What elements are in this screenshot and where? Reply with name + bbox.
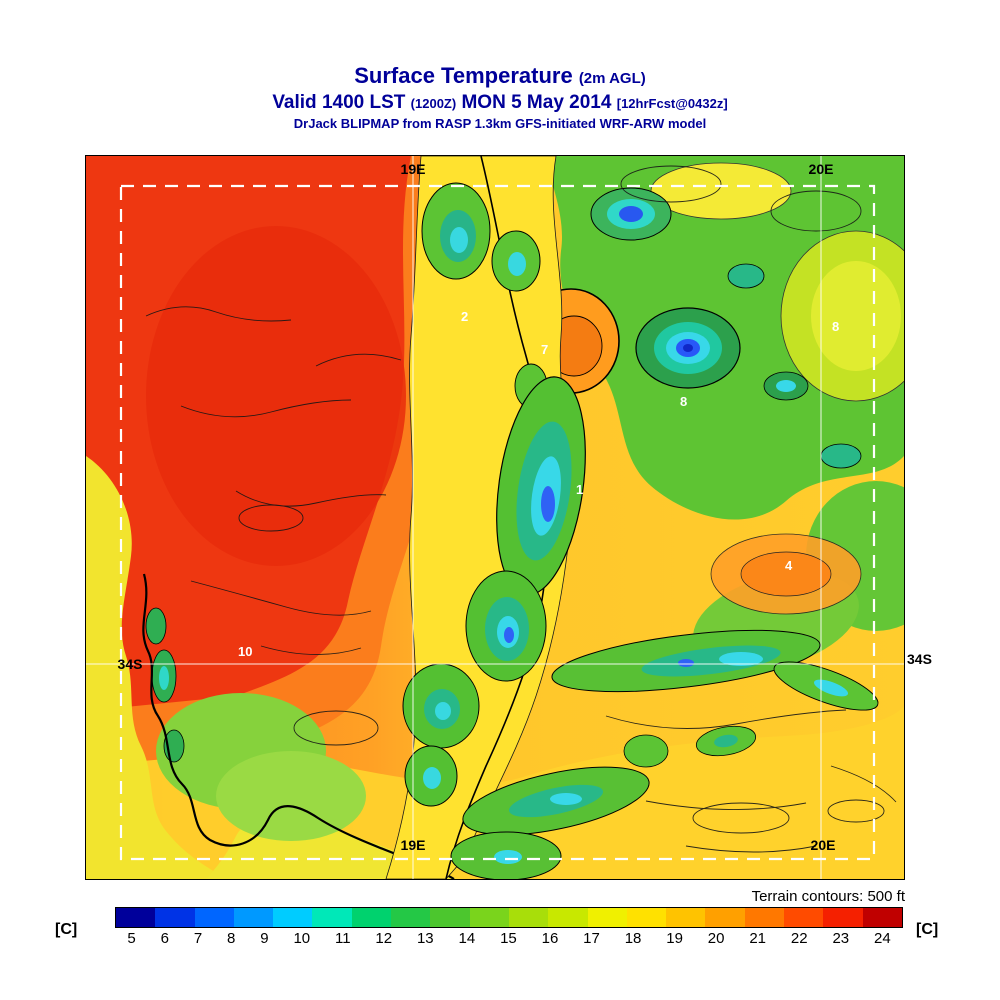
colorbar-segment — [430, 908, 470, 927]
region-number: 4 — [785, 558, 793, 573]
colorbar-tick-label: 16 — [541, 930, 559, 947]
colorbar-tick-label: 12 — [375, 930, 393, 947]
terrain-contours-note: Terrain contours: 500 ft — [751, 888, 905, 905]
colorbar-tick-label: 8 — [227, 930, 236, 947]
valid-prefix: Valid 1400 LST — [272, 92, 406, 113]
model-line: DrJack BLIPMAP from RASP 1.3km GFS-initi… — [293, 116, 707, 131]
colorbar-tick-label: 11 — [334, 930, 351, 947]
colorbar-tick-label: 24 — [873, 930, 891, 947]
colorbar-tick-label: 22 — [790, 930, 808, 947]
colorbar-segment — [116, 908, 156, 927]
region-number: 8 — [680, 394, 687, 409]
colorbar-tick-label: 5 — [127, 930, 136, 947]
valid-fcst: [12hrFcst@0432z] — [616, 96, 728, 111]
page-title: Surface Temperature (2m AGL) — [0, 64, 1000, 91]
hot-west-region — [86, 156, 446, 766]
colorbar-segment — [312, 908, 352, 927]
region-number: 10 — [238, 644, 252, 659]
colorbar-segment — [784, 908, 824, 927]
geo-labels: 19E 20E 19E 20E 34S — [118, 161, 836, 853]
colorbar-segment — [508, 908, 549, 927]
lat-label-left: 34S — [118, 656, 143, 672]
lon-label-top-right: 20E — [809, 161, 834, 177]
colorbar-tick-label: 20 — [707, 930, 725, 947]
colorbar-segment — [587, 908, 627, 927]
colorbar-segment — [469, 908, 509, 927]
colorbar-segment — [548, 908, 588, 927]
colorbar-segment — [705, 908, 745, 927]
temperature-colorbar — [115, 907, 903, 928]
terrain-contours — [145, 165, 897, 853]
valid-zulu: (1200Z) — [410, 96, 457, 111]
region-number: 7 — [541, 342, 548, 357]
colorbar-tick-label: 19 — [666, 930, 683, 947]
colorbar-segment — [391, 908, 431, 927]
colorbar-tick-row: 5 6 7 8 9 10 11 12 13 14 15 16 17 18 19 20 21 22 23 24 — [115, 930, 903, 947]
colorbar-tick-label: 10 — [293, 930, 311, 947]
valid-time-line: Valid 1400 LST (1200Z) MON 5 May 2014 [1… — [0, 91, 1000, 115]
region-number: 8 — [832, 319, 839, 334]
coastline — [142, 573, 455, 879]
colorbar-segment — [823, 908, 863, 927]
temperature-map-canvas: 19E 20E 19E 20E 34S 2 7 1 8 8 4 10 — [86, 156, 904, 879]
colorbar-tick-label: 21 — [749, 930, 767, 947]
header: Surface Temperature (2m AGL) Valid 1400 … — [0, 64, 1000, 133]
colorbar-tick-label: 18 — [624, 930, 642, 947]
colorbar-tick-label: 9 — [260, 930, 269, 947]
colorbar-segment — [351, 908, 392, 927]
lon-label-top-left: 19E — [401, 161, 426, 177]
lat-label-right: 34S — [907, 651, 932, 667]
colorbar-segment — [194, 908, 234, 927]
valid-date: MON 5 May 2014 — [461, 92, 612, 113]
title-main: Surface Temperature — [354, 63, 573, 88]
colorbar-tick-label: 23 — [832, 930, 850, 947]
colorbar-segment — [862, 908, 902, 927]
region-number: 1 — [576, 482, 583, 497]
lon-label-bottom-left: 19E — [401, 837, 426, 853]
graticule — [86, 156, 904, 879]
colorbar-segment — [155, 908, 195, 927]
temperature-map: 19E 20E 19E 20E 34S 2 7 1 8 8 4 10 — [85, 155, 905, 880]
colorbar-tick-label: 6 — [160, 930, 169, 947]
colorbar-unit-right: [C] — [916, 921, 939, 938]
region-number: 2 — [461, 309, 468, 324]
colorbar-tick-label: 7 — [193, 930, 203, 947]
region-numbers: 2 7 1 8 8 4 10 — [238, 309, 839, 659]
colorbar-segment — [744, 908, 785, 927]
colorbar-segment — [233, 908, 274, 927]
lon-label-bottom-right: 20E — [811, 837, 836, 853]
colorbar-tick-label: 13 — [416, 930, 434, 947]
colorbar-tick-label: 17 — [583, 930, 600, 947]
title-note: (2m AGL) — [578, 70, 646, 87]
colorbar-segment — [273, 908, 313, 927]
colorbar-segment — [666, 908, 706, 927]
southeast-mountain-ridges — [450, 533, 879, 879]
central-mountain-band — [385, 156, 586, 879]
inner-domain-boundary — [119, 184, 876, 861]
colorbar-tick-label: 15 — [500, 930, 517, 947]
colorbar-unit-left: [C] — [55, 921, 78, 938]
colorbar-segment — [626, 908, 667, 927]
colorbar-tick-label: 14 — [458, 930, 476, 947]
